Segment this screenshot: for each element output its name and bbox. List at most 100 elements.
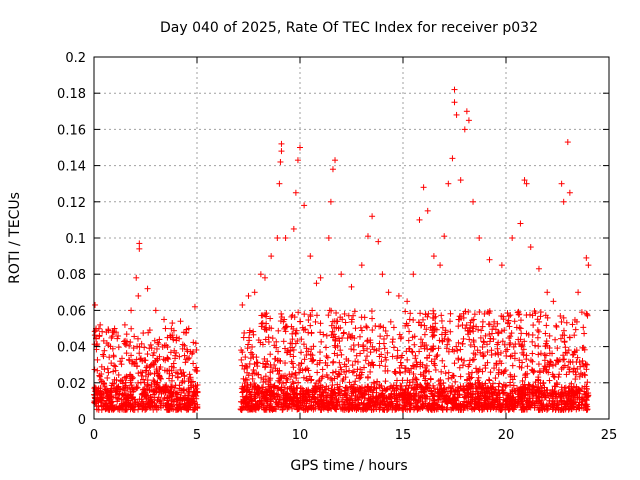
- data-point: [341, 399, 348, 406]
- data-point: [305, 329, 312, 336]
- data-point: [430, 253, 437, 260]
- data-point: [456, 316, 463, 323]
- data-point: [262, 373, 269, 380]
- data-point: [557, 335, 564, 342]
- data-point: [577, 370, 584, 377]
- data-point: [470, 328, 477, 335]
- data-point: [477, 399, 484, 406]
- data-point: [157, 364, 164, 371]
- data-point: [136, 396, 143, 403]
- data-point: [144, 363, 151, 370]
- data-point: [261, 355, 268, 362]
- data-point: [456, 364, 463, 371]
- data-point: [394, 377, 401, 384]
- data-point: [251, 289, 258, 296]
- data-point: [128, 307, 135, 314]
- data-point: [398, 362, 405, 369]
- data-point: [396, 331, 403, 338]
- data-point: [509, 362, 516, 369]
- x-tick-label: 5: [193, 428, 201, 443]
- data-point: [478, 327, 485, 334]
- data-point: [144, 351, 151, 358]
- data-point: [250, 331, 257, 338]
- data-point: [161, 316, 168, 323]
- data-point: [103, 392, 110, 399]
- data-point: [267, 396, 274, 403]
- data-point: [317, 403, 324, 410]
- data-point: [558, 180, 565, 187]
- data-point: [114, 388, 121, 395]
- data-point: [488, 351, 495, 358]
- data-point: [274, 393, 281, 400]
- data-point: [432, 320, 439, 327]
- data-point: [292, 370, 299, 377]
- data-point: [389, 336, 396, 343]
- data-point: [313, 380, 320, 387]
- data-point: [477, 349, 484, 356]
- data-point: [276, 367, 283, 374]
- data-point: [561, 362, 568, 369]
- data-point: [303, 403, 310, 410]
- data-point: [453, 111, 460, 118]
- data-point: [321, 397, 328, 404]
- data-point: [318, 393, 325, 400]
- data-point: [182, 392, 189, 399]
- data-point: [187, 403, 194, 410]
- data-point: [351, 308, 358, 315]
- data-point: [472, 396, 479, 403]
- data-point: [332, 157, 339, 164]
- data-point: [406, 328, 413, 335]
- data-point: [353, 372, 360, 379]
- data-point: [269, 368, 276, 375]
- data-point: [535, 343, 542, 350]
- data-point: [399, 377, 406, 384]
- data-point: [521, 177, 528, 184]
- data-point: [405, 337, 412, 344]
- data-point: [528, 389, 535, 396]
- data-point: [259, 320, 266, 327]
- data-point: [298, 360, 305, 367]
- data-point: [570, 368, 577, 375]
- data-point: [574, 394, 581, 401]
- data-point: [566, 366, 573, 373]
- data-point: [471, 404, 478, 411]
- data-point: [174, 401, 181, 408]
- data-point: [147, 341, 154, 348]
- data-point: [349, 362, 356, 369]
- data-point: [494, 391, 501, 398]
- data-point: [560, 352, 567, 359]
- data-point: [94, 367, 101, 374]
- data-point: [148, 361, 155, 368]
- data-point: [552, 336, 559, 343]
- data-point: [147, 370, 154, 377]
- data-point: [283, 349, 290, 356]
- data-point: [276, 180, 283, 187]
- data-point: [516, 391, 523, 398]
- data-point: [384, 332, 391, 339]
- data-point: [136, 245, 143, 252]
- data-point: [303, 388, 310, 395]
- data-point: [520, 351, 527, 358]
- data-point: [469, 394, 476, 401]
- data-point: [358, 262, 365, 269]
- data-point: [121, 374, 128, 381]
- data-point: [561, 390, 568, 397]
- data-point: [511, 318, 518, 325]
- data-point: [313, 312, 320, 319]
- data-point: [541, 384, 548, 391]
- data-point: [441, 233, 448, 240]
- data-point: [283, 379, 290, 386]
- data-point: [504, 320, 511, 327]
- data-point: [184, 348, 191, 355]
- data-point: [316, 404, 323, 411]
- data-point: [412, 400, 419, 407]
- data-point: [540, 367, 547, 374]
- data-point: [417, 343, 424, 350]
- data-point: [239, 388, 246, 395]
- data-point: [526, 311, 533, 318]
- data-point: [493, 361, 500, 368]
- data-point: [471, 311, 478, 318]
- data-point: [110, 353, 117, 360]
- data-point: [407, 400, 414, 407]
- data-point: [480, 402, 487, 409]
